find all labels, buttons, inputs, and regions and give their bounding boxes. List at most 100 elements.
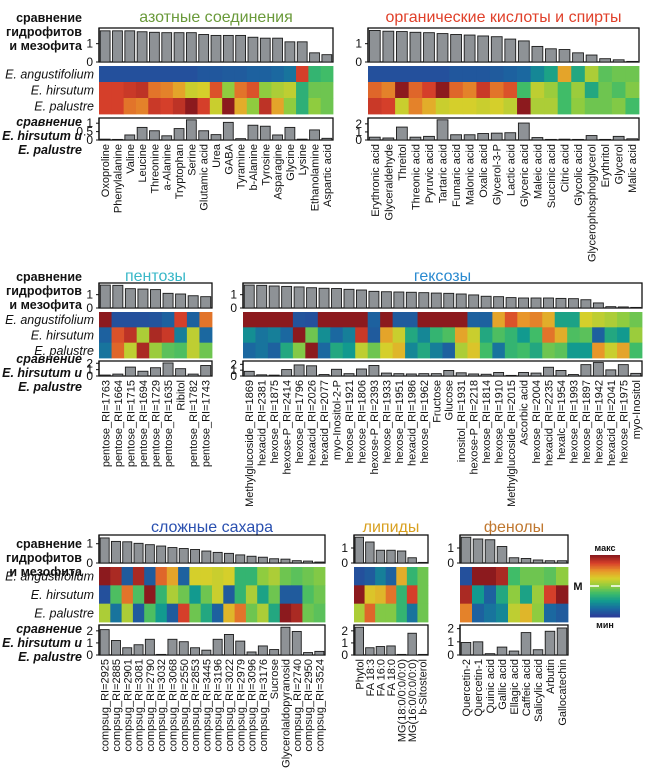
category-label: hexacid_RI=2041 <box>606 380 618 466</box>
bottom-ytick-label: 0.5 <box>76 125 93 139</box>
heatmap-cell <box>395 66 410 83</box>
bottom-bar <box>418 373 430 377</box>
category-label: Glutamic acid <box>199 144 211 211</box>
top-bar <box>630 306 642 309</box>
heatmap-cell <box>454 342 468 359</box>
top-compare-label: гидрофитов <box>6 551 82 565</box>
heatmap-cell <box>544 603 557 623</box>
heatmap-cell <box>479 327 493 344</box>
category-label: compsug_RI=3524 <box>314 659 326 752</box>
heatmap-cell <box>136 312 150 328</box>
top-ytick-label: 1 <box>355 37 362 51</box>
legend-swatch <box>590 556 620 559</box>
heatmap-cell <box>132 567 145 586</box>
heatmap-cell <box>367 312 381 328</box>
category-label: Tyramine <box>236 144 248 189</box>
top-bar <box>122 541 133 564</box>
category-label: hexose-P_RI=2393 <box>369 380 381 474</box>
heatmap-cell <box>544 98 559 115</box>
heatmap-cell <box>292 312 306 328</box>
legend-swatch <box>590 598 620 601</box>
heatmap-cell <box>395 98 410 115</box>
legend-swatch <box>590 559 620 562</box>
category-label: a-Alanine <box>162 144 174 190</box>
heatmap-cell <box>529 312 543 328</box>
heatmap-cell <box>209 66 223 83</box>
heatmap-cell <box>367 327 381 344</box>
heatmap-cell <box>223 603 235 623</box>
top-bar <box>505 297 517 309</box>
bottom-bar <box>530 372 542 377</box>
species-label: E. palustre <box>34 344 94 358</box>
heatmap-cell <box>392 312 406 328</box>
category-label: Oxoproline <box>100 144 112 197</box>
category-label: compsug_RI=3176 <box>258 659 270 752</box>
top-ytick-label: 1 <box>447 541 454 555</box>
heatmap-cell <box>408 98 423 115</box>
category-label: MG(16:0/0:0/0:0) <box>407 659 419 742</box>
legend-swatch <box>590 575 620 578</box>
heatmap-cell <box>174 327 188 344</box>
heatmap-cell <box>234 66 248 83</box>
heatmap-cell <box>479 312 493 328</box>
species-label: E. angustifolium <box>5 570 94 584</box>
top-ytick-label: 0 <box>86 55 93 69</box>
bottom-bar <box>382 137 395 141</box>
category-label: Citric acid <box>559 144 571 192</box>
heatmap-cell <box>305 342 319 359</box>
heatmap-cell <box>110 603 122 623</box>
heatmap-cell <box>508 567 521 586</box>
category-label: compsug_RI=2740 <box>292 659 304 752</box>
heatmap-cell <box>268 567 281 586</box>
heatmap-cell <box>392 327 406 344</box>
category-label: hexacid_RI=1986 <box>406 380 418 466</box>
heatmap-cell <box>454 327 468 344</box>
heatmap-cell <box>144 585 156 605</box>
heatmap-cell <box>517 82 531 99</box>
category-label: hexose-P_RI=2414 <box>282 380 294 474</box>
heatmap-cell <box>489 98 504 115</box>
heatmap-cell <box>172 98 186 115</box>
top-bar <box>423 32 435 63</box>
bottom-bar <box>257 645 268 656</box>
heatmap-cell <box>375 585 387 605</box>
heatmap-cell <box>385 567 397 586</box>
heatmap-cell <box>243 342 256 359</box>
top-bar <box>235 34 247 63</box>
category-label: myo-Inositol-2-P <box>332 380 344 460</box>
category-label: hexose_RI=1814 <box>481 380 493 463</box>
heatmap-cell <box>178 603 190 623</box>
category-label: Aspartic acid <box>322 144 334 207</box>
bottom-bar <box>223 634 234 656</box>
category-label: Ethanolamine <box>310 144 322 211</box>
category-label: compsug_RI=2550 <box>179 659 191 752</box>
heatmap-cell <box>255 312 269 328</box>
panel-title: гексозы <box>414 268 471 285</box>
bottom-bar <box>520 632 532 656</box>
bottom-bar <box>407 632 417 656</box>
bottom-compare-label: E. hirsutum и <box>2 636 82 650</box>
top-bar <box>567 298 579 309</box>
bottom-ytick-label: 0 <box>230 369 237 383</box>
heatmap-cell <box>320 82 334 99</box>
heatmap-cell <box>554 312 568 328</box>
top-bar <box>585 54 598 63</box>
heatmap-cell <box>160 66 174 83</box>
top-ytick-label: 1 <box>86 288 93 302</box>
bottom-bar <box>112 373 124 377</box>
heatmap-cell <box>530 82 545 99</box>
category-label: compsug_RI=2790 <box>145 659 157 752</box>
legend-swatch <box>590 590 620 593</box>
category-label: pentose_RI=1664 <box>113 380 125 467</box>
heatmap-cell <box>532 585 545 605</box>
heatmap-cell <box>342 327 356 344</box>
category-label: Glycerol <box>614 144 626 184</box>
heatmap-cell <box>472 603 485 623</box>
heatmap-cell <box>279 567 292 586</box>
top-bar <box>409 31 422 63</box>
category-label: Tyrosine <box>260 144 272 186</box>
category-label: hexose_RI=1796 <box>294 380 306 463</box>
heatmap-cell <box>330 312 344 328</box>
heatmap-cell <box>223 585 235 605</box>
bottom-bar <box>243 370 255 377</box>
